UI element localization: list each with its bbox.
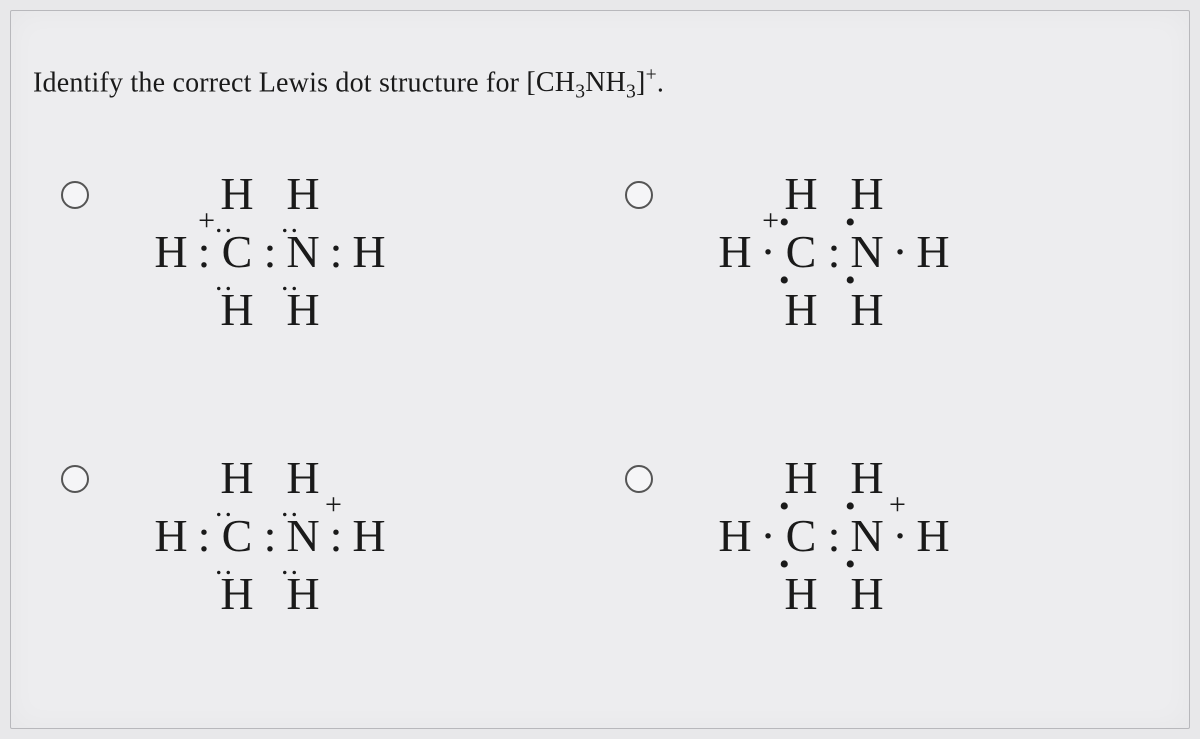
- structure-a: H H + .. .. H : C : N: [149, 171, 391, 333]
- bond-single: ·: [889, 513, 911, 559]
- atom-h: H: [713, 513, 757, 559]
- options-grid: H H + .. .. H : C : N: [61, 171, 1149, 718]
- question-prefix: Identify the correct Lewis dot structure…: [33, 67, 526, 98]
- atom-h: H: [347, 513, 391, 559]
- bond-pair: :: [193, 229, 215, 275]
- radio-circle-icon: [625, 181, 653, 209]
- atom-h: H: [779, 287, 823, 333]
- bond-pair: :: [325, 229, 347, 275]
- bond-pair: :: [325, 513, 347, 559]
- atom-h: H: [215, 571, 259, 617]
- atom-h: H: [713, 229, 757, 275]
- atom-h: H: [281, 571, 325, 617]
- atom-h: H: [215, 287, 259, 333]
- option-d[interactable]: H H • • + H · C : N: [625, 455, 1149, 719]
- structure-d: H H • • + H · C : N: [713, 455, 955, 617]
- atom-h: H: [779, 571, 823, 617]
- bond-pair: :: [823, 513, 845, 559]
- radio-d[interactable]: [625, 465, 653, 493]
- bond-single: ·: [889, 229, 911, 275]
- atom-h: H: [347, 229, 391, 275]
- question-suffix: .: [657, 67, 664, 98]
- atom-h: H: [149, 229, 193, 275]
- option-a[interactable]: H H + .. .. H : C : N: [61, 171, 585, 435]
- bond-single: ·: [757, 229, 779, 275]
- radio-circle-icon: [61, 465, 89, 493]
- bond-single: ·: [757, 513, 779, 559]
- atom-h: H: [281, 287, 325, 333]
- option-b[interactable]: H H + • • H · C : N ·: [625, 171, 1149, 435]
- radio-a[interactable]: [61, 181, 89, 209]
- bond-pair: :: [193, 513, 215, 559]
- bond-pair: :: [823, 229, 845, 275]
- atom-h: H: [149, 513, 193, 559]
- radio-c[interactable]: [61, 465, 89, 493]
- atom-h: H: [845, 287, 889, 333]
- question-card: Identify the correct Lewis dot structure…: [10, 10, 1190, 729]
- bond-pair: :: [259, 513, 281, 559]
- question-formula: [CH3NH3]+: [526, 67, 656, 98]
- atom-h: H: [845, 571, 889, 617]
- option-c[interactable]: H H .. .. + H : C : N: [61, 455, 585, 719]
- radio-circle-icon: [625, 465, 653, 493]
- question-text: Identify the correct Lewis dot structure…: [33, 65, 664, 104]
- bond-pair: :: [259, 229, 281, 275]
- structure-b: H H + • • H · C : N ·: [713, 171, 955, 333]
- structure-c: H H .. .. + H : C : N: [149, 455, 391, 617]
- atom-h: H: [911, 513, 955, 559]
- radio-circle-icon: [61, 181, 89, 209]
- atom-h: H: [911, 229, 955, 275]
- radio-b[interactable]: [625, 181, 653, 209]
